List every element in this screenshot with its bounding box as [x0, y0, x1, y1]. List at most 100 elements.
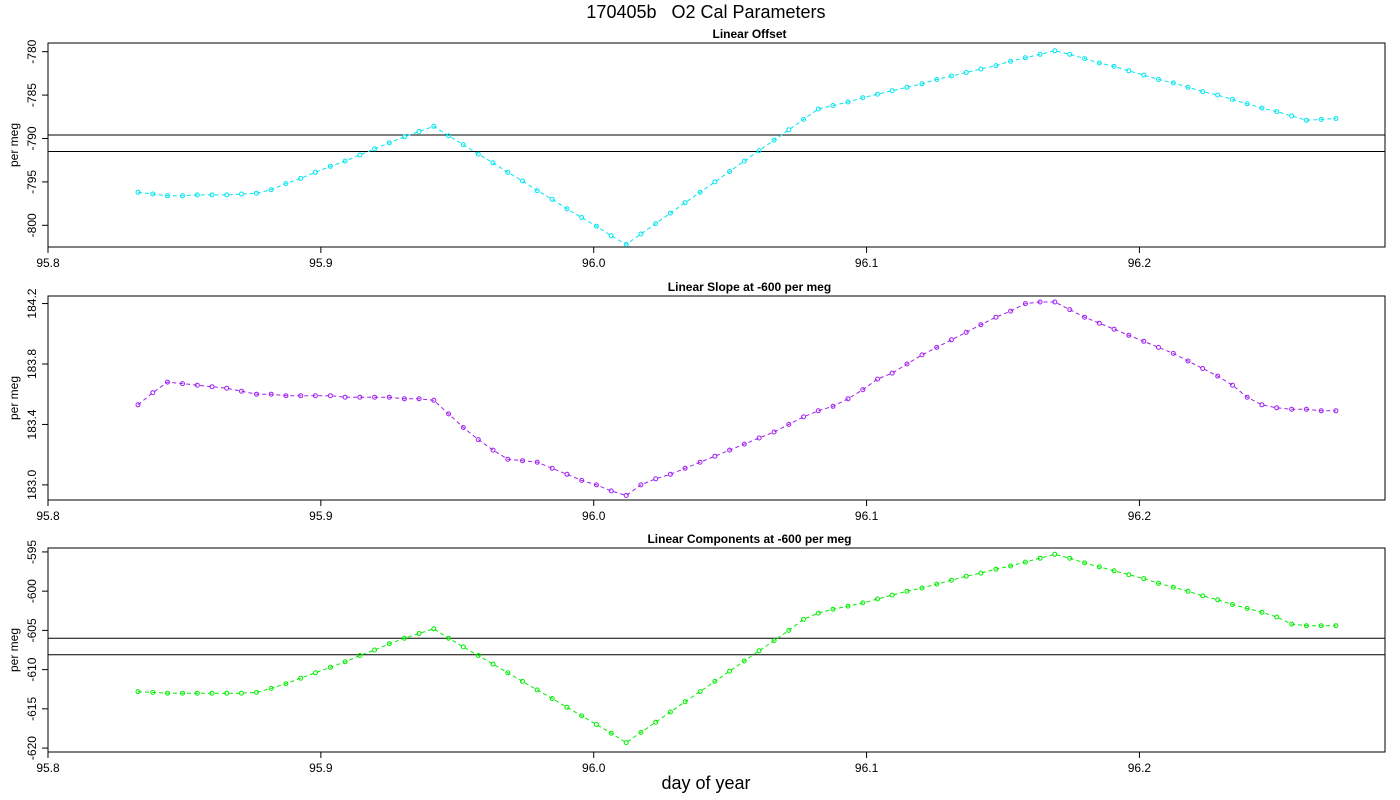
- data-point: [312, 670, 318, 676]
- data-point: [357, 152, 363, 158]
- data-point: [224, 690, 230, 696]
- data-point: [712, 678, 718, 684]
- data-point: [593, 482, 599, 488]
- data-point: [327, 393, 333, 399]
- data-point: [919, 81, 925, 87]
- data-point: [1067, 307, 1073, 313]
- panel-title: Linear Components at -600 per meg: [647, 532, 851, 546]
- data-point: [460, 644, 466, 650]
- plot-frame: [47, 42, 1386, 248]
- data-point: [416, 129, 422, 134]
- data-point: [1230, 382, 1235, 388]
- data-point: [475, 437, 481, 443]
- data-point: [934, 344, 940, 350]
- data-point: [446, 133, 452, 139]
- x-tick-label: 96.0: [582, 509, 606, 523]
- data-point: [475, 151, 481, 157]
- data-point: [416, 631, 422, 636]
- y-tick-label: -595: [25, 540, 39, 564]
- data-point: [283, 393, 289, 399]
- data-point: [830, 606, 836, 612]
- data-point: [934, 77, 940, 82]
- data-point: [667, 471, 673, 477]
- data-point: [135, 402, 141, 408]
- y-tick-label: -610: [25, 657, 39, 681]
- panel-2: Linear Slope at -600 per meg per meg 95.8 9…: [7, 280, 1386, 523]
- data-point: [1230, 96, 1235, 102]
- data-point: [239, 191, 244, 197]
- y-tick-label: -780: [25, 39, 39, 63]
- data-point: [727, 668, 733, 674]
- data-point: [1289, 113, 1295, 119]
- data-point: [490, 160, 496, 166]
- data-point: [1126, 572, 1132, 578]
- data-point: [1022, 559, 1028, 565]
- data-point: [712, 179, 718, 185]
- data-point: [727, 169, 733, 174]
- series-line: [137, 301, 1336, 497]
- data-point: [667, 709, 673, 715]
- data-point: [386, 641, 392, 647]
- data-point: [150, 191, 156, 197]
- data-point: [312, 393, 318, 399]
- data-point: [1333, 623, 1339, 629]
- data-point: [1008, 308, 1014, 314]
- data-point: [490, 447, 496, 453]
- data-point: [239, 388, 244, 394]
- x-tick-label: 95.9: [309, 256, 333, 270]
- data-point: [1200, 89, 1206, 95]
- data-point: [224, 192, 230, 198]
- y-axis-label: per meg: [7, 628, 21, 672]
- data-point: [978, 322, 984, 328]
- data-point: [1082, 56, 1088, 62]
- data-point: [446, 635, 452, 641]
- data-point: [357, 394, 363, 400]
- y-tick-label: -600: [25, 579, 39, 603]
- data-point: [283, 181, 289, 187]
- data-point: [978, 66, 984, 72]
- data-point: [1244, 394, 1250, 400]
- data-point: [830, 103, 836, 108]
- data-point: [1259, 609, 1265, 615]
- data-point: [298, 393, 304, 399]
- data-point: [845, 99, 851, 105]
- data-point: [135, 189, 141, 195]
- data-point: [1141, 72, 1147, 78]
- data-point: [165, 690, 170, 696]
- data-point: [505, 670, 511, 676]
- data-point: [815, 610, 821, 616]
- data-point: [963, 329, 969, 335]
- data-point: [401, 134, 407, 140]
- data-point: [1141, 576, 1147, 582]
- data-point: [593, 223, 599, 229]
- data-point: [1185, 588, 1191, 594]
- data-point: [446, 411, 452, 417]
- x-tick-label: 96.1: [855, 509, 879, 523]
- data-point: [889, 592, 895, 598]
- data-point: [830, 403, 836, 409]
- y-tick-label: -785: [25, 83, 39, 107]
- data-point: [1037, 51, 1043, 57]
- data-point: [815, 106, 821, 112]
- data-point: [608, 730, 614, 736]
- data-point: [1274, 405, 1280, 411]
- y-axis-label: per meg: [7, 123, 21, 167]
- data-point: [194, 690, 200, 696]
- data-point: [712, 453, 718, 459]
- data-point: [298, 675, 304, 681]
- data-point: [1274, 614, 1280, 620]
- data-point: [579, 477, 585, 483]
- data-point: [165, 379, 170, 385]
- data-point: [1200, 366, 1206, 371]
- data-point: [875, 376, 880, 382]
- data-point: [1052, 551, 1058, 557]
- data-point: [342, 158, 348, 164]
- y-tick-label: -790: [25, 126, 39, 150]
- data-point: [1215, 373, 1221, 379]
- data-point: [1170, 350, 1176, 356]
- x-tick-label: 95.9: [309, 761, 333, 775]
- x-tick-label: 95.8: [36, 509, 60, 523]
- data-point: [801, 116, 806, 122]
- data-point: [1244, 605, 1250, 611]
